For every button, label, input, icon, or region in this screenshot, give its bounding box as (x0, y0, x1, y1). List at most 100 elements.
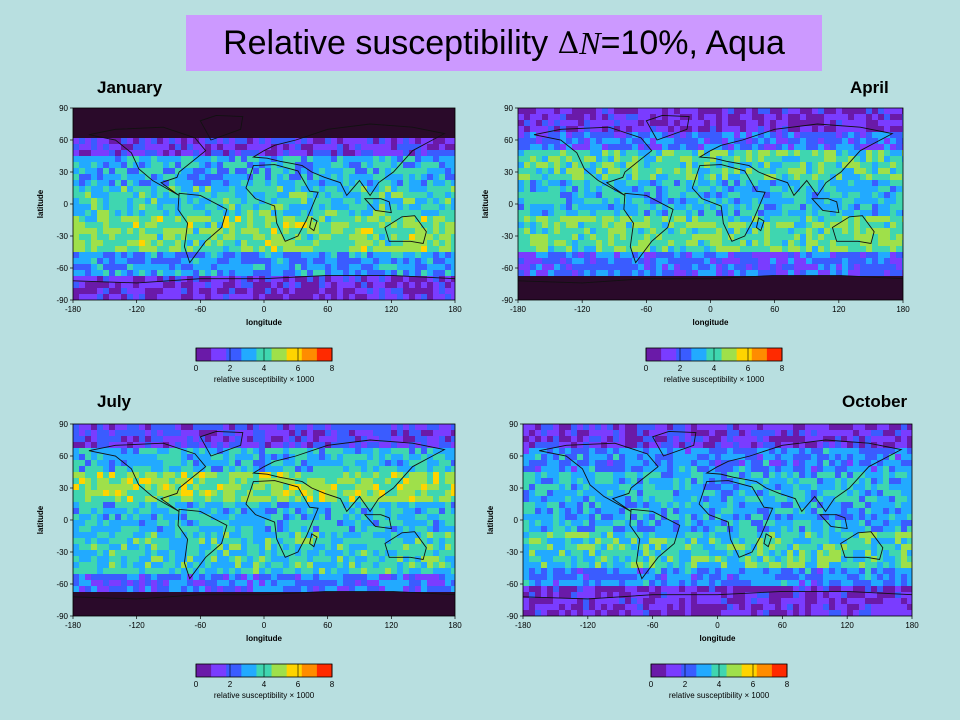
coastline (539, 442, 659, 512)
colorbar-july: 0 2 4 6 8 relative susceptibility × 1000 (190, 662, 366, 702)
colorbar-tick-label: 6 (751, 680, 756, 689)
y-tick-label: -90 (501, 296, 513, 305)
colorbar-swatch (211, 348, 227, 361)
colorbar-tick-label: 2 (683, 680, 688, 689)
map-image-april (517, 108, 904, 300)
title-prefix: Relative susceptibility (223, 23, 558, 62)
y-tick-label: 30 (509, 484, 518, 493)
colorbar-tick-label: 0 (194, 364, 199, 373)
x-tick-label: -180 (65, 621, 82, 630)
x-tick-label: 120 (385, 305, 399, 314)
coastline (691, 164, 766, 242)
y-tick-label: 60 (59, 452, 68, 461)
x-tick-label: 0 (715, 621, 720, 630)
map-image-october (522, 424, 913, 616)
y-tick-label: -90 (506, 612, 518, 621)
x-tick-label: 180 (448, 305, 462, 314)
coastline (309, 533, 318, 548)
coastline (251, 439, 446, 513)
coastline (705, 439, 903, 513)
x-tick-label: -60 (195, 305, 207, 314)
coastline-antarctica (72, 591, 456, 600)
colorbar-swatch (741, 664, 758, 677)
y-axis-label: latitude (486, 505, 495, 534)
coastline (819, 514, 848, 530)
y-tick-label: -60 (56, 580, 68, 589)
x-tick-label: 60 (778, 621, 787, 630)
coastline (629, 508, 681, 580)
colorbar-tick-label: 4 (262, 680, 267, 689)
coastline (309, 217, 318, 232)
x-tick-label: -60 (647, 621, 659, 630)
y-tick-label: -60 (506, 580, 518, 589)
coastline (384, 215, 427, 244)
colorbar-swatch (226, 664, 242, 677)
y-tick-label: 0 (514, 516, 519, 525)
y-tick-label: 0 (509, 200, 514, 209)
x-tick-label: -120 (580, 621, 597, 630)
x-tick-label: 180 (448, 621, 462, 630)
coastline (177, 508, 228, 580)
y-tick-label: -30 (56, 232, 68, 241)
colorbar-tick-label: 4 (717, 680, 722, 689)
coastline (652, 431, 697, 457)
colorbar-swatch (771, 664, 788, 677)
colorbar-label: relative susceptibility × 1000 (664, 375, 765, 384)
coastline (199, 431, 244, 457)
colorbar-swatch (241, 348, 257, 361)
colorbar-swatch (211, 664, 227, 677)
panel-title-october: October (842, 392, 908, 411)
y-tick-label: -30 (56, 548, 68, 557)
colorbar-swatch (316, 664, 333, 677)
colorbar-swatch (301, 348, 318, 361)
colorbar-january: 0 2 4 6 8 relative susceptibility × 1000 (190, 346, 366, 386)
map-image-july (72, 424, 456, 616)
colorbar-tick-label: 8 (780, 364, 785, 373)
colorbar-swatch (691, 348, 707, 361)
colorbar-swatch (301, 664, 318, 677)
x-tick-label: 120 (832, 305, 846, 314)
x-tick-label: -180 (65, 305, 82, 314)
colorbar-swatch (721, 348, 738, 361)
x-tick-label: 180 (896, 305, 910, 314)
coastline (831, 215, 875, 244)
coastline (623, 192, 674, 264)
y-tick-label: -30 (506, 548, 518, 557)
colorbar-tick-label: 2 (228, 364, 233, 373)
colorbar-tick-label: 8 (785, 680, 790, 689)
colorbar-tick-label: 4 (712, 364, 717, 373)
colorbar-swatch (666, 664, 682, 677)
y-tick-label: 90 (509, 420, 518, 429)
y-tick-label: 60 (59, 136, 68, 145)
coastline (811, 198, 840, 214)
coastline-antarctica (517, 275, 904, 284)
y-tick-label: -60 (501, 264, 513, 273)
coastline (698, 480, 774, 558)
colorbar-swatch (736, 348, 753, 361)
x-tick-label: 120 (385, 621, 399, 630)
x-tick-label: 0 (708, 305, 713, 314)
title-variable: N (579, 24, 601, 61)
colorbar-label: relative susceptibility × 1000 (669, 691, 770, 700)
x-axis-label: longitude (700, 634, 737, 643)
coastline (363, 198, 392, 214)
y-tick-label: -30 (501, 232, 513, 241)
colorbar-swatch (196, 348, 212, 361)
panel-title-april: April (850, 78, 889, 97)
colorbar-label: relative susceptibility × 1000 (214, 691, 315, 700)
coastline (199, 115, 244, 141)
title-suffix: =10%, Aqua (600, 23, 785, 62)
y-tick-label: 90 (504, 104, 513, 113)
colorbar-swatch (271, 664, 288, 677)
slide-title: Relative susceptibility Δ N =10%, Aqua (186, 15, 822, 71)
colorbar-tick-label: 2 (228, 680, 233, 689)
map-panel-july: -180 -120 -60 0 60 120 180 90 60 30 0 -30 -60 -90 long… (33, 418, 463, 648)
colorbar-swatch (756, 664, 773, 677)
coastline (384, 531, 427, 560)
colorbar-tick-label: 8 (330, 680, 335, 689)
colorbar-tick-label: 0 (649, 680, 654, 689)
panel-title-july: July (97, 392, 132, 411)
colorbar-tick-label: 2 (678, 364, 683, 373)
coastline (177, 192, 228, 264)
coastline (698, 123, 894, 197)
